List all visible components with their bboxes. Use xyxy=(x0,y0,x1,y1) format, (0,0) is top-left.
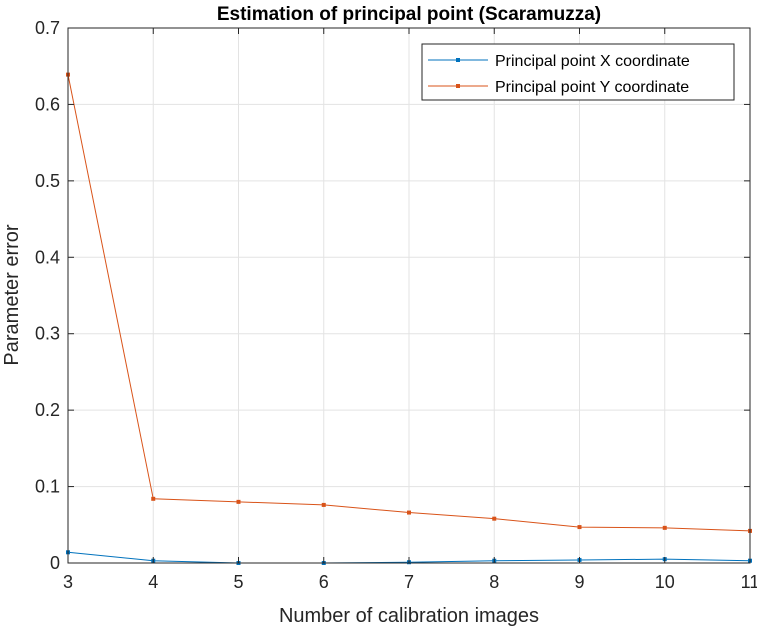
data-point xyxy=(151,496,156,501)
y-tick-label: 0.4 xyxy=(35,247,60,267)
x-tick-label: 3 xyxy=(63,572,73,592)
x-tick-label: 10 xyxy=(655,572,675,592)
x-tick-label: 8 xyxy=(489,572,499,592)
x-axis-title: Number of calibration images xyxy=(279,605,539,627)
y-tick-label: 0.5 xyxy=(35,171,60,191)
y-tick-label: 0 xyxy=(50,553,60,573)
x-tick-label: 6 xyxy=(319,572,329,592)
x-tick-label: 7 xyxy=(404,572,414,592)
x-tick-label: 9 xyxy=(574,572,584,592)
x-tick-label: 5 xyxy=(233,572,243,592)
legend-label-y: Principal point Y coordinate xyxy=(495,79,689,96)
data-point xyxy=(662,525,667,530)
data-point xyxy=(321,502,326,507)
y-tick-label: 0.1 xyxy=(35,477,60,497)
y-tick-label: 0.3 xyxy=(35,324,60,344)
legend-box xyxy=(421,43,735,101)
x-tick-label: 11 xyxy=(741,572,757,592)
y-tick-label: 0.7 xyxy=(35,18,60,38)
legend-marker-x xyxy=(456,58,460,62)
ticks: 3 4 5 6 7 8 9 10 11 0 0.1 0.2 0.3 0.4 0.5 0.6 0.7 xyxy=(35,18,757,592)
chart-title: Estimation of principal point (Scaramuzz… xyxy=(217,4,601,25)
data-point xyxy=(407,510,411,515)
x-tick-label: 4 xyxy=(148,572,158,592)
legend-label-x: Principal point X coordinate xyxy=(495,53,690,70)
data-point xyxy=(492,516,497,521)
grid xyxy=(68,28,750,563)
data-point xyxy=(236,499,241,504)
y-tick-label: 0.2 xyxy=(35,400,60,420)
data-point xyxy=(577,525,582,530)
y-axis-title: Parameter error xyxy=(1,224,23,365)
y-tick-label: 0.6 xyxy=(35,94,60,114)
legend-marker-y xyxy=(456,84,460,88)
legend: Principal point X coordinate Principal p… xyxy=(421,43,735,101)
